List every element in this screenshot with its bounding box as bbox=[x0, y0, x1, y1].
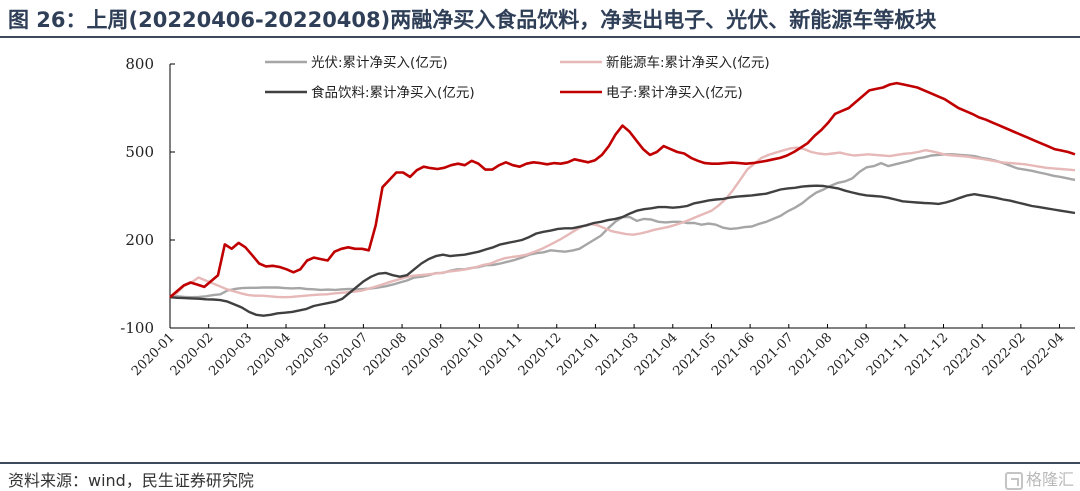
y-axis-ticks: 800 500 200 -100 bbox=[120, 55, 175, 337]
figure-title: 图 26：上周(20220406-20220408)两融净买入食品饮料，净卖出电… bbox=[8, 8, 937, 32]
series-line-3 bbox=[169, 81, 1076, 299]
y-tick-label: 800 bbox=[125, 55, 154, 73]
chart-legend: 光伏:累计净买入(亿元) 新能源车:累计净买入(亿元) 食品饮料:累计净买入(亿元)… bbox=[265, 54, 770, 101]
series-line-1 bbox=[169, 146, 1076, 299]
chart-axes bbox=[169, 64, 1075, 329]
title-divider bbox=[0, 36, 1080, 38]
line-chart: 800 500 200 -100 2020-012020-022020-032020-… bbox=[120, 54, 1076, 379]
title-bar: 图 26：上周(20220406-20220408)两融净买入食品饮料，净卖出电… bbox=[0, 0, 1080, 38]
watermark: 格隆汇 bbox=[1004, 466, 1074, 490]
y-tick-label: 500 bbox=[125, 143, 154, 161]
y-tick-label: -100 bbox=[120, 319, 154, 337]
legend-label-0: 光伏:累计净买入(亿元) bbox=[311, 55, 448, 71]
source-note: 资料来源：wind，民生证券研究院 bbox=[8, 471, 254, 490]
legend-label-2: 食品饮料:累计净买入(亿元) bbox=[311, 84, 475, 101]
series-line-2 bbox=[169, 184, 1076, 317]
y-tick-label: 200 bbox=[125, 231, 154, 249]
watermark-text: 格隆汇 bbox=[1025, 470, 1074, 489]
watermark-logo-icon bbox=[1004, 471, 1023, 490]
x-tick-label: 2022-04 bbox=[1019, 330, 1068, 379]
legend-label-3: 电子:累计净买入(亿元) bbox=[606, 85, 743, 101]
legend-label-1: 新能源车:累计净买入(亿元) bbox=[606, 54, 770, 71]
x-axis-ticks: 2020-012020-022020-032020-042020-052020-… bbox=[129, 324, 1067, 379]
footer-divider bbox=[0, 462, 1080, 464]
series-lines bbox=[169, 81, 1076, 317]
series-line-0 bbox=[169, 153, 1076, 299]
